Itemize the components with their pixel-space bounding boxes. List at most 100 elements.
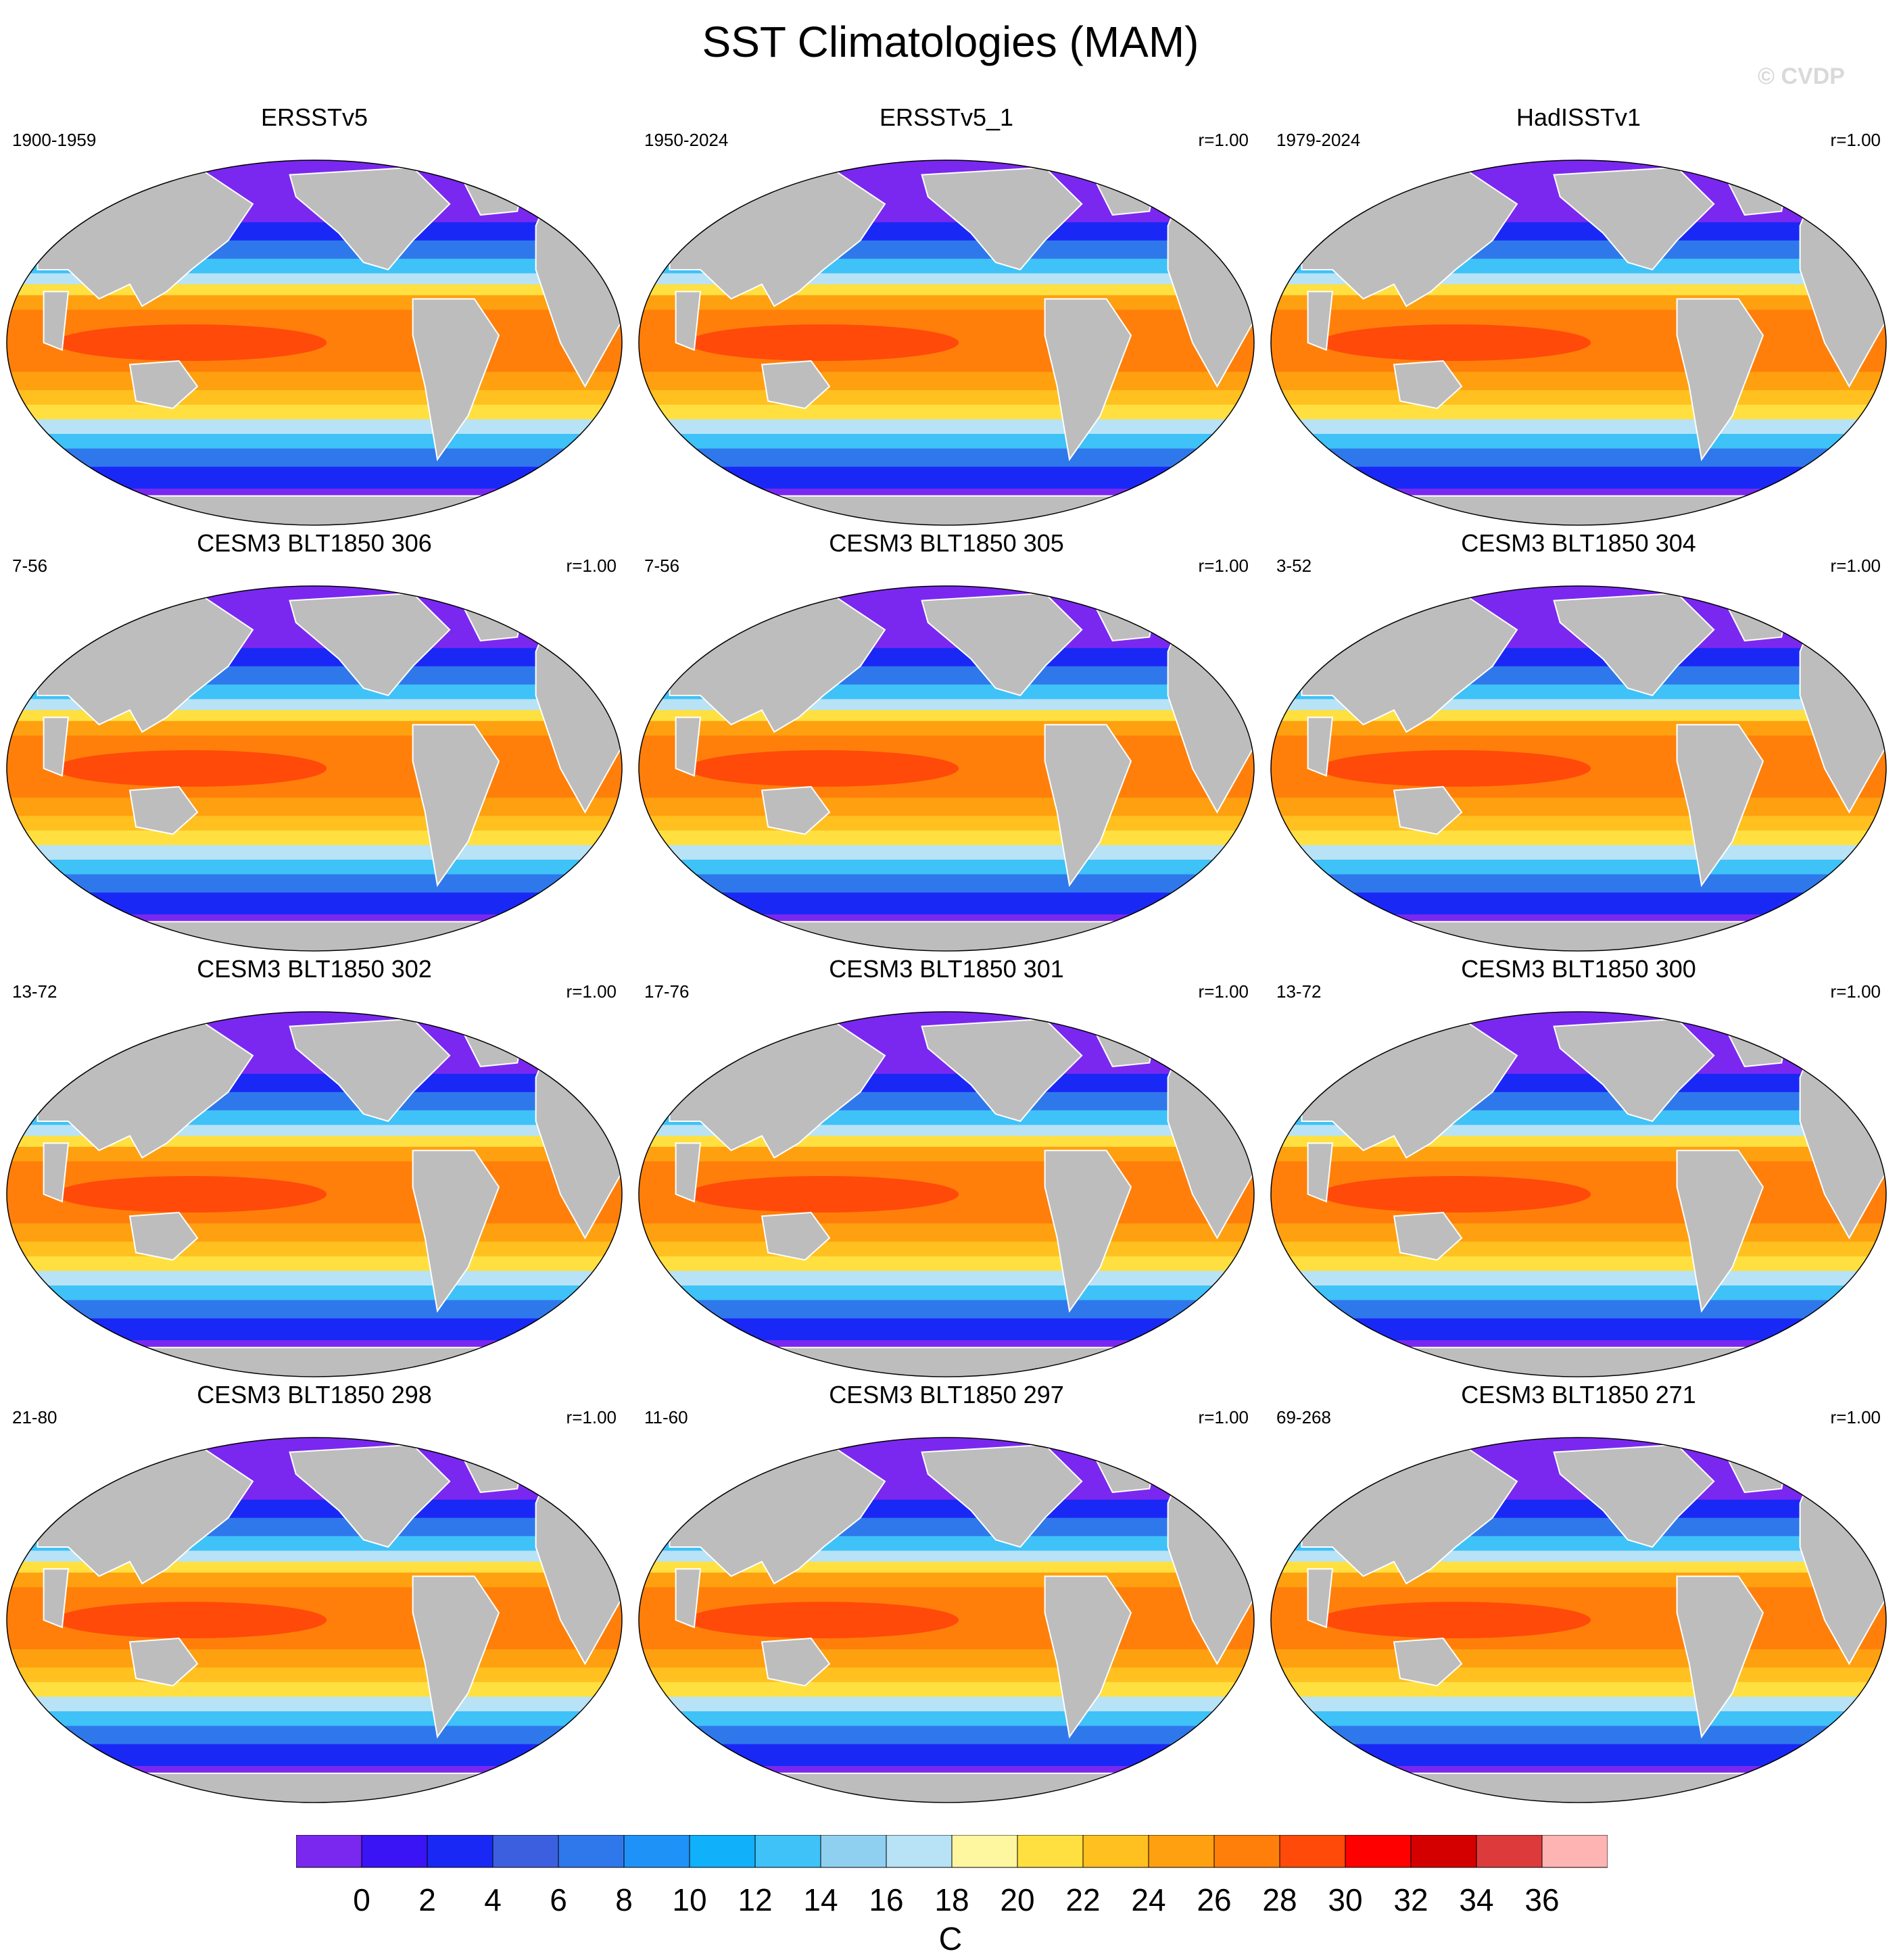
land-mass [675, 291, 702, 351]
sst-band [7, 448, 622, 468]
map-panel: HadISSTv1 1979-2024 r=1.00 [1264, 103, 1893, 529]
warm-pool [55, 324, 327, 361]
colorbar-tick-label: 4 [484, 1882, 502, 1917]
colorbar-swatch [1345, 1835, 1411, 1867]
colorbar-tick-label: 36 [1524, 1882, 1559, 1917]
sst-band [1271, 1696, 1886, 1712]
panel-period: 13-72 [1276, 981, 1322, 1002]
warm-pool [1320, 750, 1591, 787]
sst-band [7, 874, 622, 893]
map-panel: ERSSTv5 1900-1959 [0, 103, 629, 529]
land-mass [1044, 1150, 1132, 1313]
sst-band [639, 1318, 1254, 1341]
sst-band [7, 404, 622, 420]
land-mass [921, 592, 1083, 697]
sst-band [1271, 1682, 1886, 1698]
colorbar-swatch [755, 1835, 821, 1867]
colorbar-swatch [624, 1835, 690, 1867]
sst-band [639, 1300, 1254, 1319]
land-mass [1393, 785, 1463, 835]
land-mass [35, 1772, 594, 1803]
land-mass [43, 1142, 70, 1203]
sst-band [1271, 390, 1886, 406]
land-mass [289, 166, 451, 271]
map-panel: CESM3 BLT1850 305 7-56 r=1.00 [632, 529, 1261, 954]
land-mass [43, 291, 70, 351]
sst-band [639, 798, 1254, 817]
colorbar-tick-label: 34 [1459, 1882, 1493, 1917]
sst-band [7, 830, 622, 846]
sst-band [1271, 1300, 1886, 1319]
sst-band [7, 419, 622, 435]
warm-pool [688, 324, 959, 361]
colorbar-tick-label: 14 [803, 1882, 838, 1917]
land-mass [1299, 495, 1858, 525]
panel-period: 17-76 [644, 981, 690, 1002]
map-plot [1270, 1011, 1887, 1377]
colorbar-tick-label: 6 [550, 1882, 567, 1917]
warm-pool [1320, 1602, 1591, 1638]
panel-correlation: r=1.00 [1830, 556, 1881, 576]
colorbar-tick-label: 2 [418, 1882, 436, 1917]
panel-title: CESM3 BLT1850 305 [829, 529, 1064, 557]
sst-band [639, 1696, 1254, 1712]
sst-band [639, 1744, 1254, 1767]
sst-band [639, 860, 1254, 875]
land-mass [667, 1772, 1226, 1803]
map-plot [1270, 585, 1887, 952]
sst-band [639, 404, 1254, 420]
land-mass [1044, 298, 1132, 462]
sst-band [1271, 1725, 1886, 1745]
panel-period: 11-60 [644, 1407, 688, 1427]
sst-band [1271, 874, 1886, 893]
colorbar-swatch [296, 1835, 362, 1867]
map-plot [6, 585, 623, 952]
land-mass [921, 166, 1083, 271]
panel-correlation: r=1.00 [1198, 981, 1249, 1002]
colorbar-swatch [1214, 1835, 1280, 1867]
sst-band [1271, 1285, 1886, 1301]
sst-band [639, 874, 1254, 893]
sst-band [639, 1667, 1254, 1683]
sst-band [7, 1696, 622, 1712]
sst-band [7, 1285, 622, 1301]
sst-band [7, 1242, 622, 1257]
colorbar-swatch [362, 1835, 427, 1867]
panel-correlation: r=1.00 [1830, 130, 1881, 150]
colorbar-tick-label: 24 [1131, 1882, 1165, 1917]
sst-band [1271, 1711, 1886, 1727]
land-mass [43, 716, 70, 777]
panel-title: CESM3 BLT1850 271 [1461, 1381, 1696, 1408]
land-mass [412, 724, 500, 887]
map-border [1270, 585, 1887, 952]
sst-band [7, 1667, 622, 1683]
sst-band [1271, 1744, 1886, 1767]
sst-band [1271, 1271, 1886, 1286]
warm-pool [55, 1176, 327, 1212]
colorbar-swatch [493, 1835, 558, 1867]
sst-band [1271, 798, 1886, 817]
colorbar-tick-label: 26 [1197, 1882, 1231, 1917]
sst-band [1271, 404, 1886, 420]
sst-band [1271, 448, 1886, 468]
colorbar-swatch [1017, 1835, 1083, 1867]
sst-band [1271, 830, 1886, 846]
land-mass [761, 360, 831, 410]
panel-period: 21-80 [12, 1407, 57, 1427]
map-plot [638, 1011, 1255, 1377]
land-mass [412, 1150, 500, 1313]
map-border [638, 1011, 1255, 1377]
sst-band [639, 892, 1254, 915]
sst-band [7, 1649, 622, 1669]
map-panel: CESM3 BLT1850 302 13-72 r=1.00 [0, 954, 629, 1380]
panel-grid: ERSSTv5 1900-1959 ERSSTv5_1 1950-2024 r=1.00… [0, 103, 1893, 1803]
colorbar-swatch [427, 1835, 493, 1867]
land-mass [1393, 1211, 1463, 1261]
map-border [638, 1437, 1255, 1803]
sst-band [639, 372, 1254, 391]
panel-period: 1979-2024 [1276, 130, 1361, 150]
land-mass [1676, 1575, 1764, 1739]
sst-band [7, 1256, 622, 1272]
warm-pool [55, 1602, 327, 1638]
land-mass [1307, 716, 1334, 777]
